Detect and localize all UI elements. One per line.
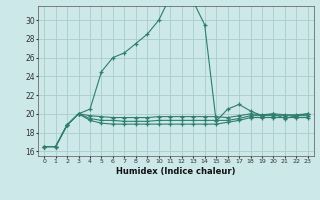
X-axis label: Humidex (Indice chaleur): Humidex (Indice chaleur) <box>116 167 236 176</box>
